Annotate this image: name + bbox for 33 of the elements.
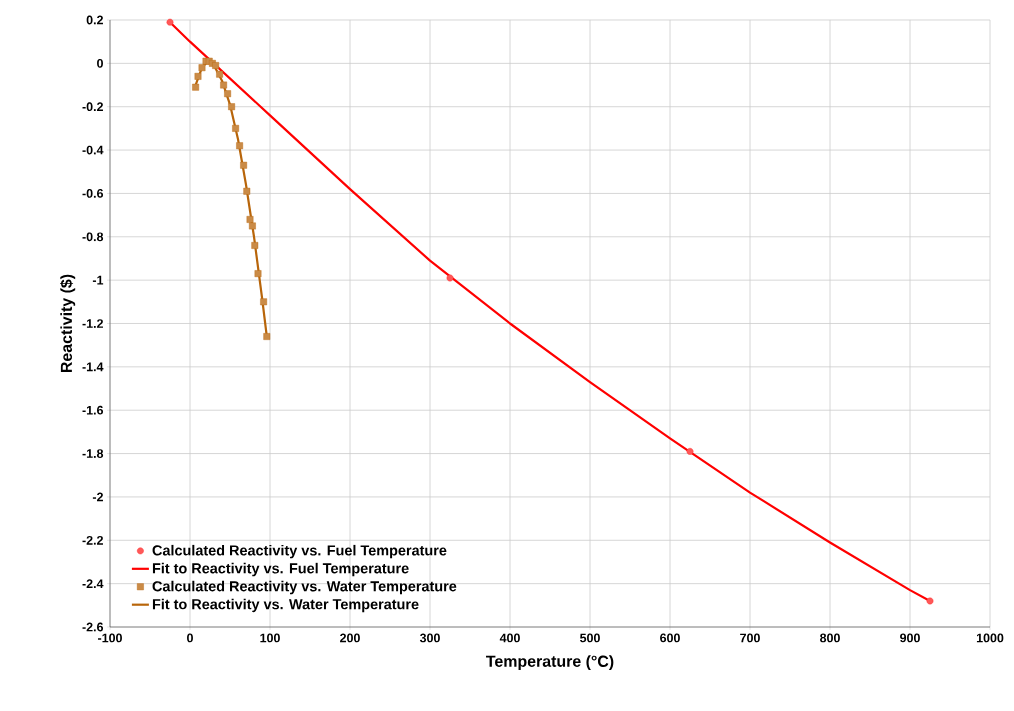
x-tick-label: 500 [580,633,600,643]
y-tick-label: -1.8 [82,449,104,458]
x-tick-label: 900 [900,633,920,643]
x-tick-label: 300 [419,633,440,643]
x-axis-title: Temperature (°C) [486,655,614,671]
x-tick-label: 800 [820,633,840,643]
y-axis-title: Reactivity ($) [60,274,76,373]
y-tick-label: -2.4 [82,579,104,588]
x-tick-label: 0 [187,633,193,643]
y-tick-label: -1 [92,275,104,285]
legend-label: Fit to Reactivity vs. Fuel Temperature [152,562,409,577]
legend-label: Calculated Reactivity vs. Water Temperature [152,580,457,595]
x-tick-label: 700 [740,633,760,643]
y-tick-label: -2.6 [82,622,104,632]
y-tick-label: -1.6 [82,405,104,415]
y-tick-label: -0.2 [82,102,103,112]
y-tick-label: -1.4 [82,362,104,372]
x-tick-label: 600 [660,633,680,643]
y-tick-label: -0.6 [82,189,104,198]
y-tick-label: -0.4 [82,145,104,155]
legend-label: Fit to Reactivity vs. Water Temperature [152,598,419,613]
y-tick-label: 0 [97,58,103,68]
y-tick-label: -2 [92,492,103,502]
y-tick-label: -1.2 [82,319,103,328]
y-tick-label: -2.2 [82,535,103,545]
x-tick-label: -100 [98,633,122,643]
x-tick-label: 100 [260,633,280,643]
legend-label: Calculated Reactivity vs. Fuel Temperature [152,544,447,559]
x-tick-label: 400 [499,633,520,643]
y-tick-label: -0.8 [82,232,104,242]
x-tick-label: 200 [340,633,360,643]
y-tick-label: 0.2 [86,15,103,25]
x-tick-label: 1000 [976,633,1004,643]
